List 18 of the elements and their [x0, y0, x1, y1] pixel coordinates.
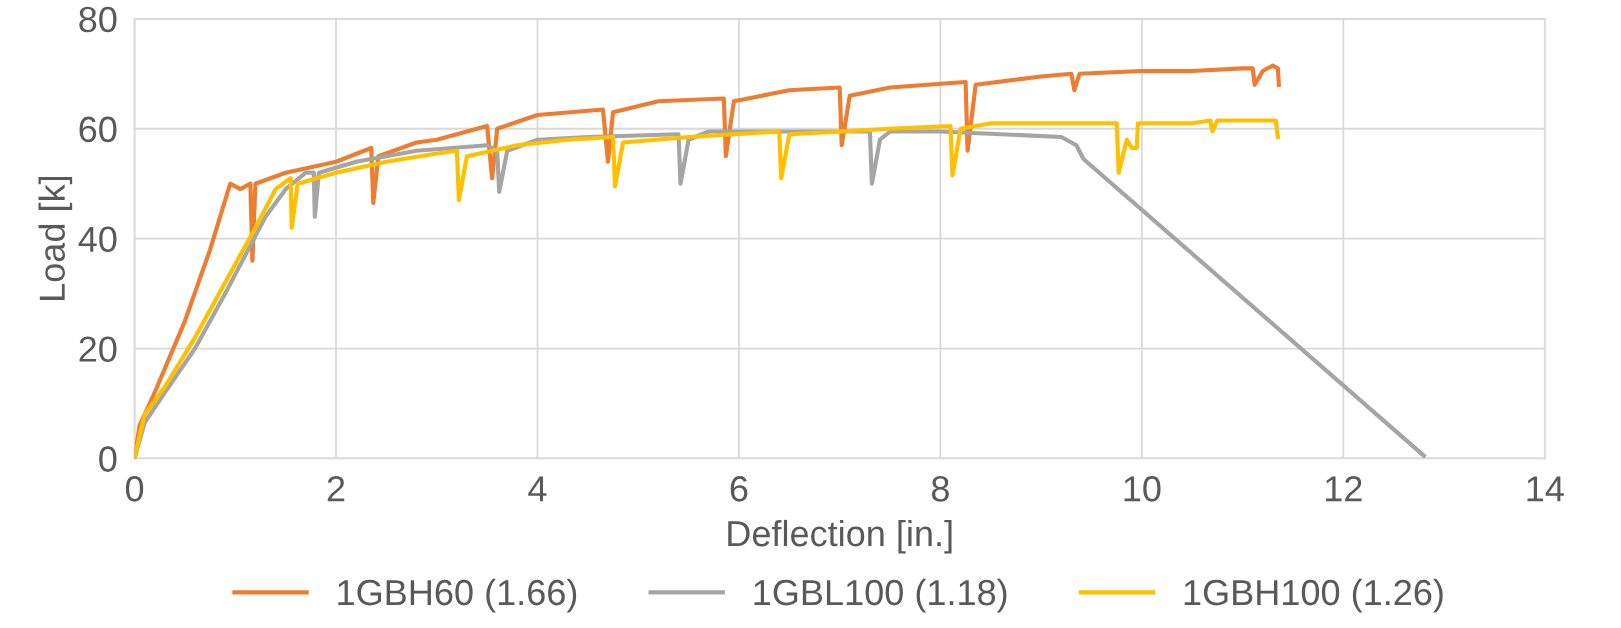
x-tick-label: 8 — [931, 476, 949, 502]
x-tick-label: 10 — [1124, 476, 1161, 502]
x-axis-title: Deflection [in.] — [728, 519, 952, 554]
x-tick-label: 12 — [1326, 476, 1362, 502]
legend-label: 1GBL100 (1.18) — [754, 578, 1007, 613]
x-tick-label: 4 — [528, 476, 547, 502]
y-tick-label: 60 — [79, 116, 117, 143]
y-tick-label: 20 — [79, 336, 117, 362]
x-tick-label: 2 — [327, 476, 345, 502]
legend-label: 1GBH60 (1.66) — [338, 578, 577, 613]
y-axis-title: Load [k] — [38, 176, 73, 300]
y-tick-label: 0 — [99, 446, 117, 472]
x-tick-label: 0 — [125, 476, 144, 502]
y-tick-label: 40 — [78, 226, 117, 253]
legend-label: 1GBH100 (1.26) — [1184, 578, 1443, 613]
x-tick-label: 14 — [1527, 476, 1564, 502]
y-tick-label: 80 — [79, 6, 117, 33]
x-tick-label: 6 — [730, 476, 748, 502]
